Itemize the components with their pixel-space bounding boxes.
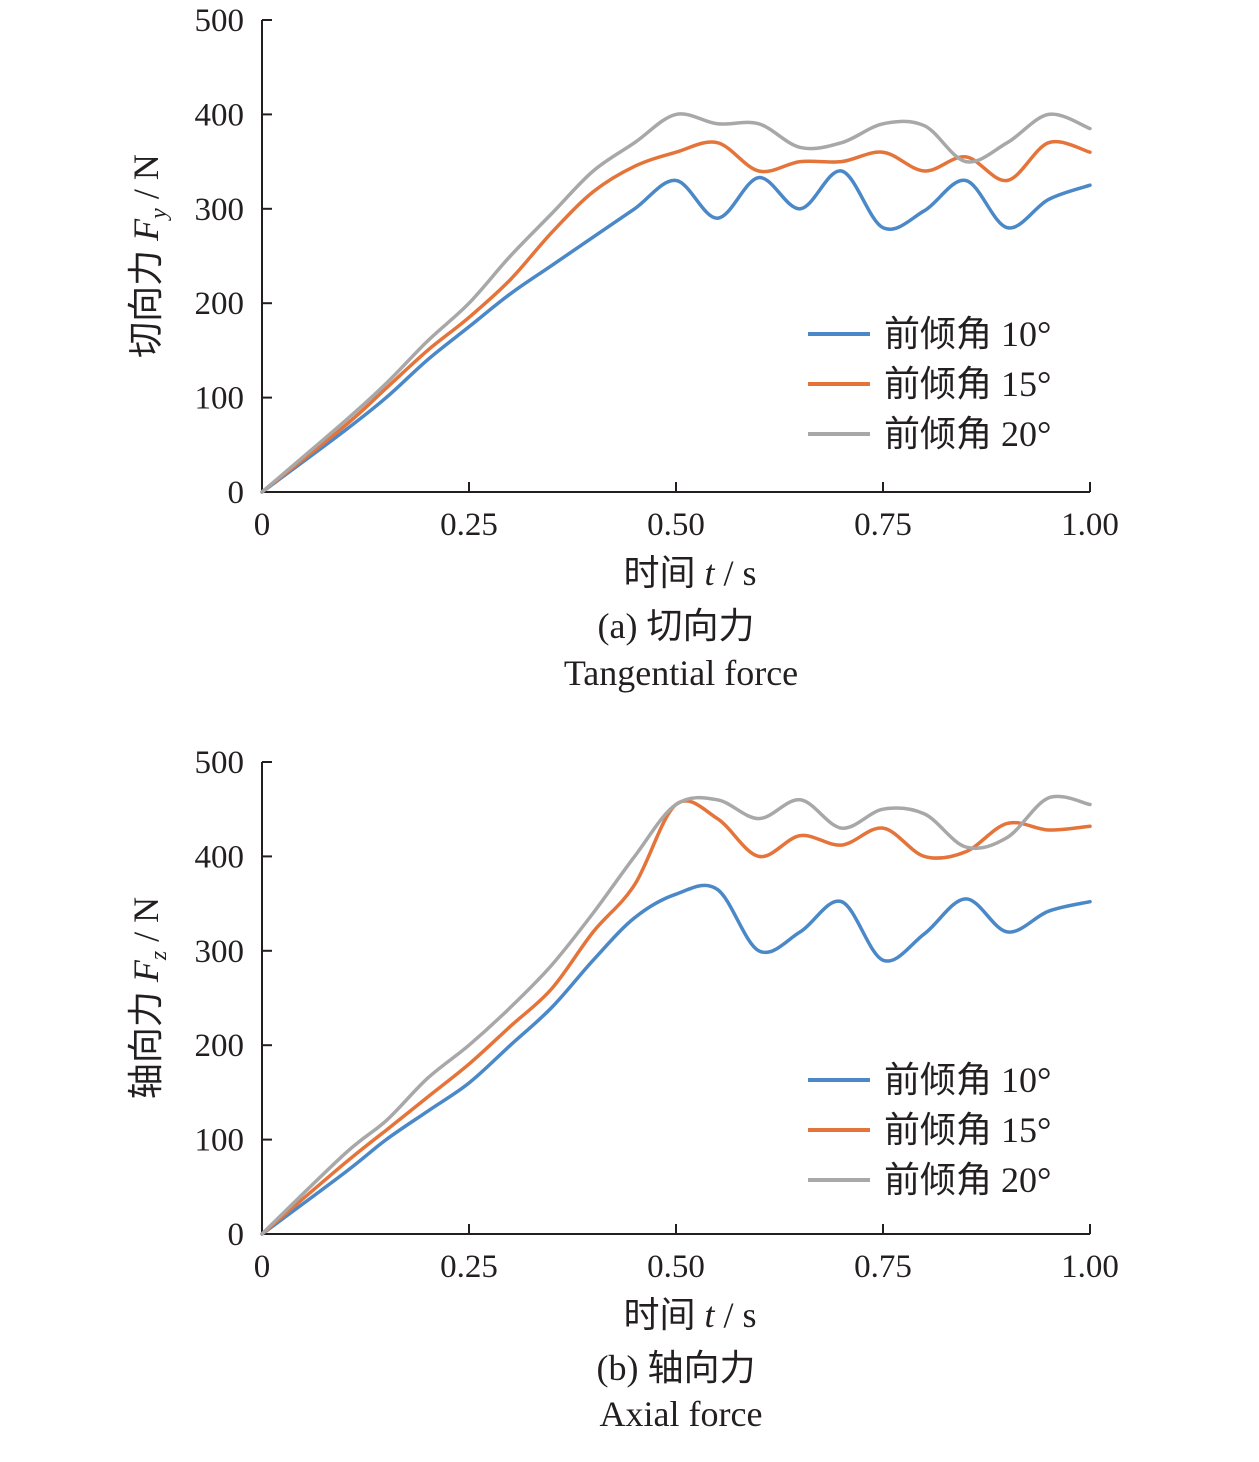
series-line-s20 [260,112,1092,494]
y-axis-label: 轴向力 Fz / N [126,897,172,1099]
chart-panel-tangential: 0 100 200 300 400 500 0 0.25 0.50 0.75 1.00 前倾角 10°… [0,0,1259,720]
legend-label-s20: 前倾角 20° [884,1160,1051,1200]
y-tick-label: 400 [195,97,245,133]
axial-force-chart: 0 100 200 300 400 500 0 0.25 0.50 0.75 1.00 前倾角 10°… [126,745,1119,1434]
x-tick-label: 1.00 [1061,507,1119,543]
caption-label: (a) 切向力 [598,606,755,646]
legend-label-s15: 前倾角 15° [884,1110,1051,1150]
legend-label-s20: 前倾角 20° [884,414,1051,454]
y-tick-label: 500 [195,3,245,39]
x-tick-label: 1.00 [1061,1249,1119,1285]
y-tick-label: 200 [195,286,245,322]
series-line-s10 [260,883,1092,1236]
y-axis-label: 切向力 Fy / N [126,154,172,358]
y-tick-label: 100 [195,1123,245,1159]
x-axis-label: 时间 t / s [623,1295,756,1335]
series-line-s20 [260,794,1092,1236]
x-tick-label: 0.50 [647,1249,705,1285]
x-tick-label: 0.75 [854,1249,912,1285]
x-tick-label: 0 [254,507,271,543]
tangential-force-chart: 0 100 200 300 400 500 0 0.25 0.50 0.75 1.00 前倾角 10°… [126,3,1119,693]
caption-english: Axial force [600,1394,763,1434]
x-tick-label: 0.50 [647,507,705,543]
legend-label-s10: 前倾角 10° [884,1060,1051,1100]
y-tick-label: 300 [195,934,245,970]
x-axis-label: 时间 t / s [623,553,756,593]
y-tick-label: 300 [195,192,245,228]
caption-label: (b) 轴向力 [597,1348,756,1388]
y-tick-label: 400 [195,839,245,875]
caption-english: Tangential force [564,653,798,693]
x-tick-label: 0.75 [854,507,912,543]
y-tick-label: 200 [195,1028,245,1064]
legend-label-s10: 前倾角 10° [884,314,1051,354]
x-tick-label: 0.25 [440,1249,498,1285]
y-tick-label: 100 [195,381,245,417]
series-line-s10 [260,169,1092,494]
legend-label-s15: 前倾角 15° [884,364,1051,404]
x-tick-label: 0 [254,1249,271,1285]
x-tick-label: 0.25 [440,507,498,543]
chart-panel-axial: 0 100 200 300 400 500 0 0.25 0.50 0.75 1.00 前倾角 10°… [0,742,1259,1462]
y-tick-label: 500 [195,745,245,781]
y-tick-label: 0 [228,1217,245,1253]
y-tick-label: 0 [228,475,245,511]
